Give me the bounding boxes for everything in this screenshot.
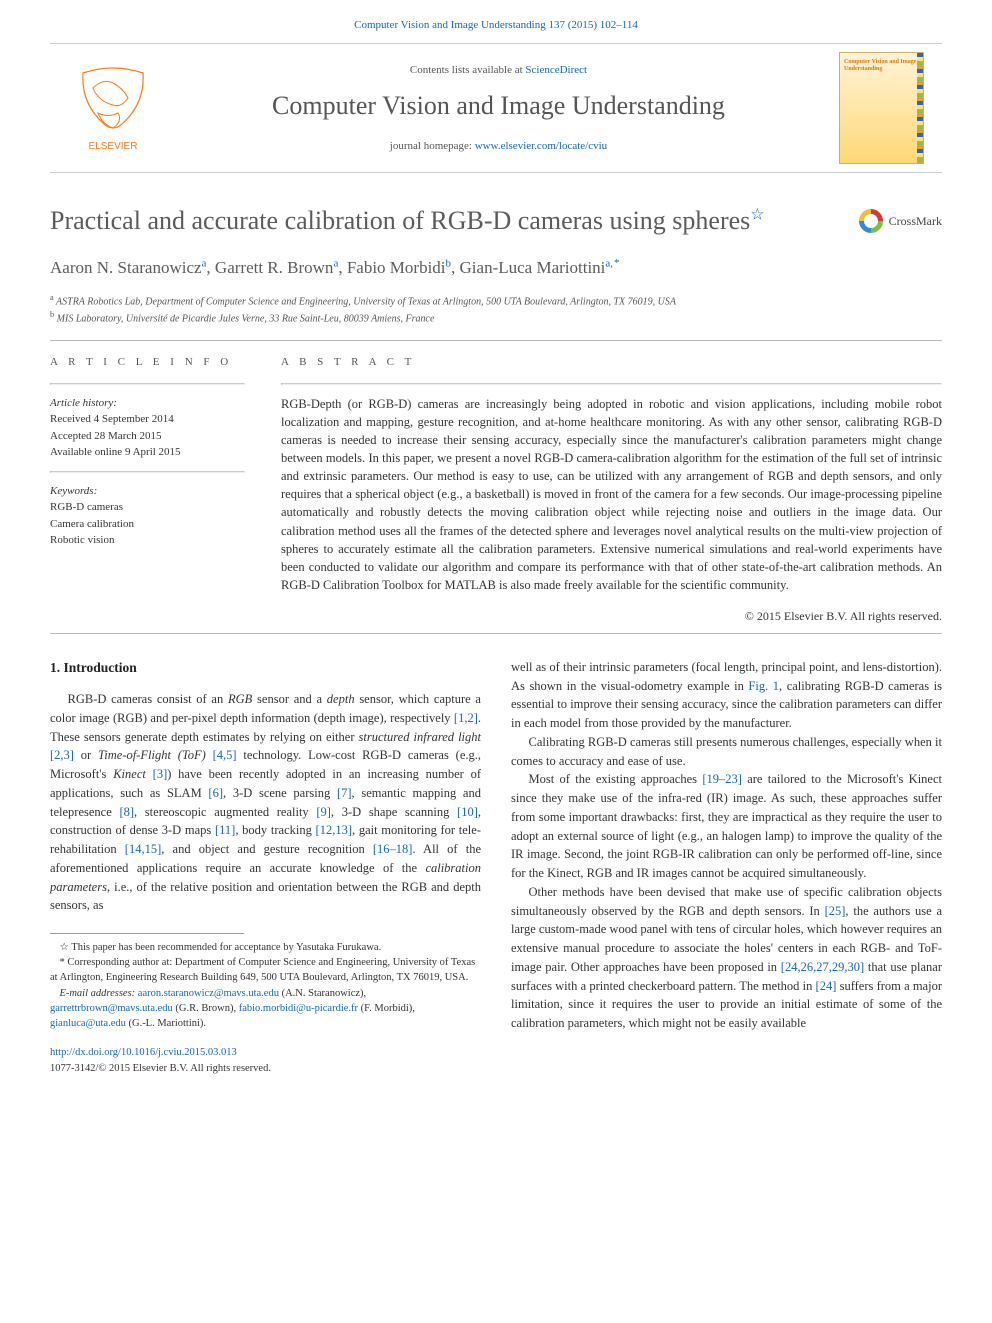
issn-copyright: 1077-3142/© 2015 Elsevier B.V. All right… (50, 1063, 271, 1074)
article-title: Practical and accurate calibration of RG… (50, 203, 859, 239)
body-paragraph: Other methods have been devised that mak… (511, 883, 942, 1033)
affiliations: a ASTRA Robotics Lab, Department of Comp… (50, 292, 942, 327)
elsevier-text: ELSEVIER (89, 141, 138, 152)
footnote-star: ☆ This paper has been recommended for ac… (50, 940, 481, 955)
affiliation-a: a ASTRA Robotics Lab, Department of Comp… (50, 292, 942, 309)
history-received: Received 4 September 2014 (50, 411, 245, 428)
body-paragraph: Calibrating RGB-D cameras still presents… (511, 733, 942, 771)
abstract-column: a b s t r a c t RGB-Depth (or RGB-D) cam… (281, 355, 942, 625)
doi-block: http://dx.doi.org/10.1016/j.cviu.2015.03… (50, 1045, 481, 1077)
citation-header: Computer Vision and Image Understanding … (0, 0, 992, 43)
history-label: Article history: (50, 395, 245, 412)
history-accepted: Accepted 28 March 2015 (50, 428, 245, 445)
article-info-heading: a r t i c l e i n f o (50, 355, 245, 370)
email-link[interactable]: fabio.morbidi@u-picardie.fr (239, 1003, 358, 1014)
email-label: E-mail addresses: (59, 988, 135, 999)
footnote-emails: E-mail addresses: aaron.staranowicz@mavs… (50, 986, 481, 1032)
divider-rule (50, 633, 942, 634)
keyword-item: Robotic vision (50, 532, 245, 549)
abstract-heading: a b s t r a c t (281, 355, 942, 370)
body-paragraph: well as of their intrinsic parameters (f… (511, 658, 942, 733)
abstract-text: RGB-Depth (or RGB-D) cameras are increas… (281, 395, 942, 594)
journal-header-bar: ELSEVIER Contents lists available at Sci… (50, 43, 942, 173)
footnote-separator (50, 933, 244, 934)
authors-line: Aaron N. Staranowicza, Garrett R. Browna… (50, 256, 942, 280)
article-info-column: a r t i c l e i n f o Article history: R… (50, 355, 245, 625)
affiliation-b: b MIS Laboratory, Université de Picardie… (50, 309, 942, 326)
elsevier-logo: ELSEVIER (68, 58, 158, 158)
crossmark-badge[interactable]: CrossMark (859, 209, 942, 233)
body-paragraph: Most of the existing approaches [19–23] … (511, 770, 942, 883)
info-divider (50, 471, 245, 473)
section-1-heading: 1. Introduction (50, 658, 481, 678)
body-two-column: 1. Introduction RGB-D cameras consist of… (50, 658, 942, 1077)
journal-name: Computer Vision and Image Understanding (176, 88, 821, 124)
email-link[interactable]: aaron.staranowicz@mavs.uta.edu (138, 988, 279, 999)
email-link[interactable]: gianluca@uta.edu (50, 1018, 126, 1029)
crossmark-icon (859, 209, 883, 233)
keywords-label: Keywords: (50, 483, 245, 500)
journal-homepage-line: journal homepage: www.elsevier.com/locat… (176, 139, 821, 154)
info-divider (50, 383, 245, 385)
contents-available-line: Contents lists available at ScienceDirec… (176, 63, 821, 78)
keyword-item: RGB-D cameras (50, 499, 245, 516)
keyword-item: Camera calibration (50, 516, 245, 533)
email-link[interactable]: garrettrbrown@mavs.uta.edu (50, 1003, 173, 1014)
footnotes-block: ☆ This paper has been recommended for ac… (50, 940, 481, 1031)
citation-link[interactable]: Computer Vision and Image Understanding … (354, 19, 638, 31)
title-footnote-star-icon: ☆ (750, 207, 764, 224)
body-paragraph: RGB-D cameras consist of an RGB sensor a… (50, 690, 481, 915)
doi-link[interactable]: http://dx.doi.org/10.1016/j.cviu.2015.03… (50, 1047, 237, 1058)
journal-header-center: Contents lists available at ScienceDirec… (176, 44, 821, 172)
abstract-copyright: © 2015 Elsevier B.V. All rights reserved… (281, 608, 942, 625)
history-online: Available online 9 April 2015 (50, 444, 245, 461)
abstract-top-divider (281, 383, 942, 385)
journal-homepage-link[interactable]: www.elsevier.com/locate/cviu (475, 140, 607, 152)
cover-thumb-stripe (917, 53, 923, 163)
journal-cover-thumbnail: Computer Vision and Image Understanding (839, 52, 924, 164)
crossmark-label: CrossMark (889, 213, 942, 230)
divider-rule (50, 340, 942, 341)
sciencedirect-link[interactable]: ScienceDirect (525, 64, 587, 76)
cover-thumb-label: Computer Vision and Image Understanding (844, 59, 919, 72)
footnote-corresponding: * Corresponding author at: Department of… (50, 955, 481, 985)
